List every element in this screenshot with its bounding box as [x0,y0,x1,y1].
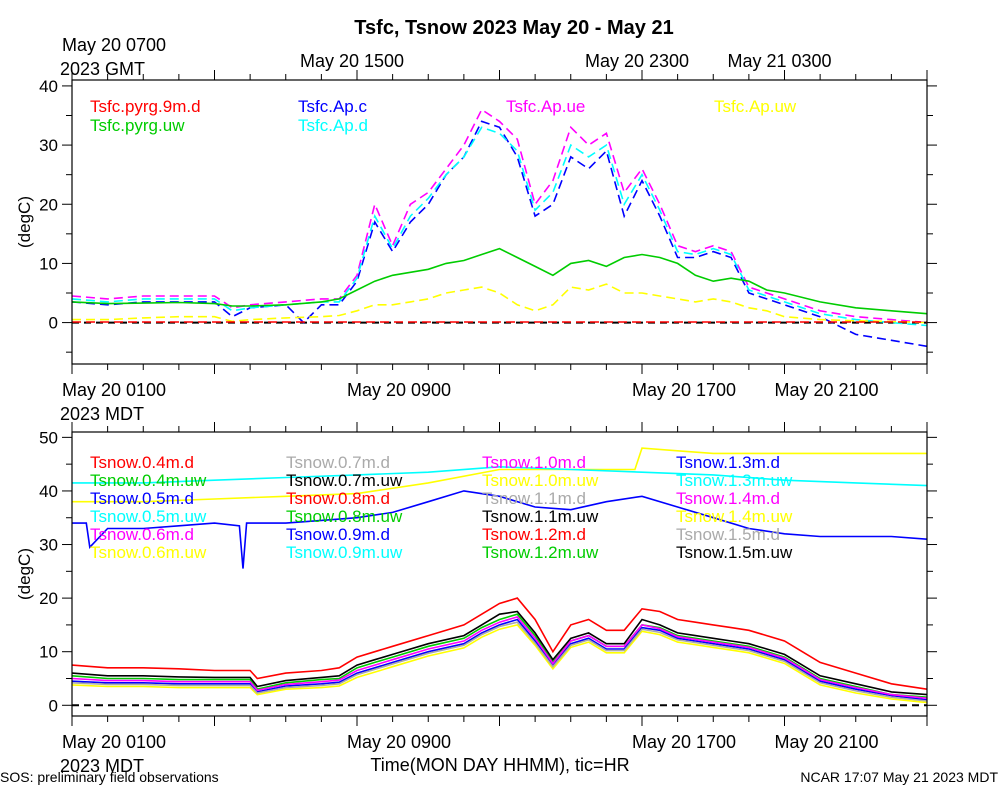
legend-entry: Tsfc.Ap.c [298,97,367,116]
legend-entry: Tsnow.1.3m.d [676,453,780,472]
legend-entry: Tsnow.0.7m.uw [286,471,403,490]
y-tick-label: 0 [49,696,58,715]
legend-entry: Tsnow.1.0m.d [482,453,586,472]
series-line [72,490,928,569]
series-line [71,618,928,701]
y-tick-label: 20 [39,589,58,608]
series-line [71,613,928,698]
legend-entry: Tsnow.1.2m.d [482,525,586,544]
legend-entry: Tsnow.0.5m.uw [90,507,207,526]
legend-entry: Tsnow.0.4m.d [90,453,194,472]
legend-entry: Tsfc.pyrg.9m.d [90,97,201,116]
series-line [71,621,928,702]
legend-entry: Tsnow.0.9m.uw [286,543,403,562]
y-axis-label: (degC) [15,196,34,248]
series-line [71,624,928,704]
x-tick-label: May 20 1700 [632,732,736,752]
legend-entry: Tsnow.1.2m.uw [482,543,599,562]
x-tick-label: 2023 MDT [60,404,144,424]
panel-tsfc: 0 10 20 30 40 (degC) May 20 0100 2023 MDT May 20… [15,35,937,424]
y-tick-label: 30 [39,536,58,555]
legend-entry: Tsnow.1.4m.uw [676,507,793,526]
x-top-tick-label: May 20 0700 [62,35,166,55]
x-tick-label: May 20 1700 [632,380,736,400]
legend-entry: Tsnow.0.8m.d [286,489,390,508]
legend-entry: Tsnow.1.1m.uw [482,507,599,526]
series-line [71,247,928,315]
series-line [71,610,928,696]
series-line [72,283,928,324]
legend-entry: Tsnow.1.5m.d [676,525,780,544]
footer-left: SOS: preliminary field observations [0,769,219,785]
legend-entry: Tsnow.0.9m.d [286,525,390,544]
y-tick-label: 10 [39,254,58,273]
legend-entry: Tsnow.0.4m.uw [90,471,207,490]
legend-entry: Tsnow.1.1m.d [482,489,586,508]
footer-right: NCAR 17:07 May 21 2023 MDT [800,769,998,785]
series-line [71,615,928,700]
y-tick-label: 40 [39,482,58,501]
x-tick-label: May 20 0100 [62,732,166,752]
legend-entry: Tsnow.0.8m.uw [286,507,403,526]
chart-title: Tsfc, Tsnow 2023 May 20 - May 21 [354,17,673,39]
y-tick-label: 10 [39,643,58,662]
legend-entry: Tsnow.1.3m.uw [676,471,793,490]
legend-entry: Tsfc.Ap.uw [714,97,797,116]
y-tick-label: 20 [39,195,58,214]
x-tick-label: May 20 0100 [62,380,166,400]
x-top-tick-label: 2023 GMT [60,59,145,79]
x-tick-label: May 20 2100 [775,732,879,752]
x-top-tick-label: May 20 1500 [300,51,404,71]
legend-entry: Tsnow.1.5m.uw [676,543,793,562]
y-axis-label: (degC) [15,548,34,600]
x-top-tick-label: May 20 2300 [585,51,689,71]
x-tick-label: May 20 0900 [347,732,451,752]
y-tick-label: 40 [39,77,58,96]
series-line [71,108,928,324]
y-tick-label: 30 [39,136,58,155]
panel-tsnow: 0 10 20 30 40 50 (degC) May 20 0100 2023 MDT May … [15,422,937,776]
x-top-tick-label: May 21 0300 [728,51,832,71]
series-line [71,126,928,327]
legend-entry: Tsnow.0.7m.d [286,453,390,472]
legend-entry: Tsnow.1.0m.uw [482,471,599,490]
series-line [71,597,928,690]
legend-entry: Tsnow.0.5m.d [90,489,194,508]
series-line [71,120,928,348]
x-tick-label: May 20 2100 [775,380,879,400]
legend-entry: Tsnow.0.6m.d [90,525,194,544]
x-tick-label: May 20 0900 [347,380,451,400]
legend-entry: Tsnow.0.6m.uw [90,543,207,562]
legend-entry: Tsnow.1.4m.d [676,489,780,508]
legend-entry: Tsfc.Ap.d [298,116,368,135]
y-tick-label: 0 [49,314,58,333]
legend-entry: Tsfc.Ap.ue [506,97,585,116]
legend-entry: Tsfc.pyrg.uw [90,116,185,135]
x-axis-title: Time(MON DAY HHMM), tic=HR [370,755,629,775]
series-line [72,465,928,487]
x-tick-label: 2023 MDT [60,756,144,776]
y-tick-label: 50 [39,428,58,447]
